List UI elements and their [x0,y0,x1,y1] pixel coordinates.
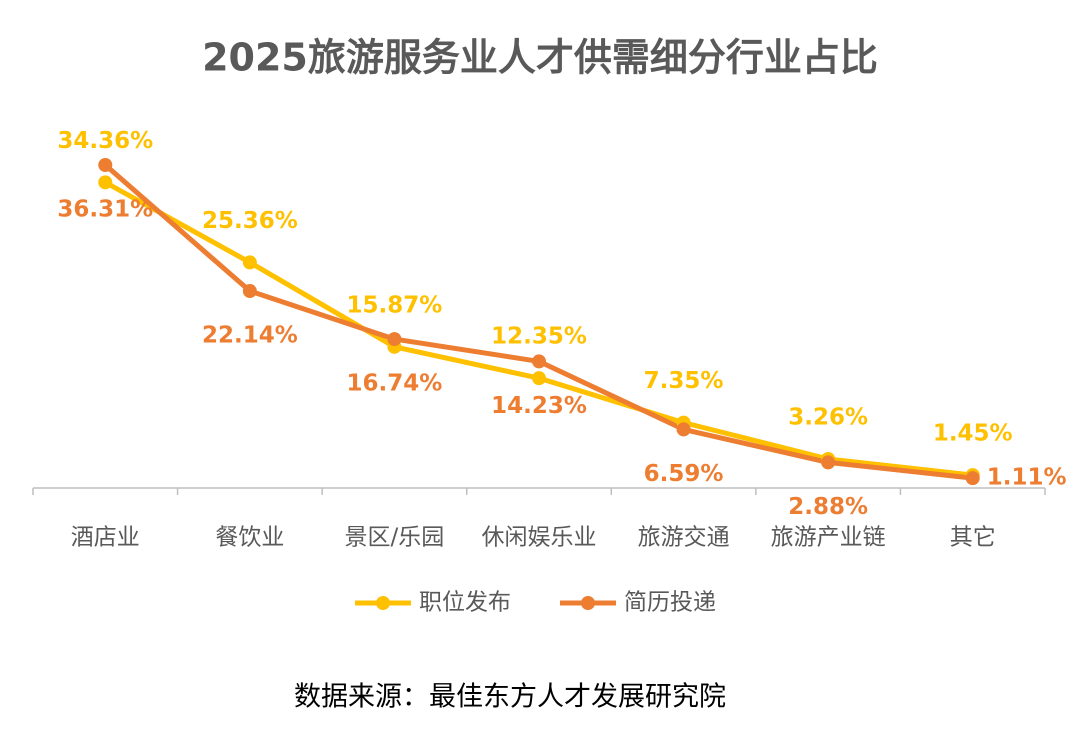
value-label: 25.36% [202,208,298,234]
value-label: 12.35% [491,324,587,350]
value-label: 6.59% [644,461,724,487]
value-label: 22.14% [202,323,298,349]
value-label: 2.88% [788,494,868,520]
x-tick-label: 旅游产业链 [771,525,886,551]
x-tick-label: 休闲娱乐业 [482,525,597,551]
source-note: 数据来源：最佳东方人才发展研究院 [294,682,726,713]
x-tick-label: 其它 [950,525,996,551]
point [532,371,546,386]
point [821,455,836,470]
x-tick-label: 旅游交通 [638,525,730,551]
x-tick-label: 景区/乐园 [345,525,445,551]
legend-marker [376,596,390,610]
x-tick-label: 餐饮业 [215,525,284,551]
point [387,332,402,347]
point [98,158,113,172]
value-label: 1.11% [987,465,1067,491]
value-label: 3.26% [788,405,868,431]
value-label: 7.35% [644,368,724,394]
value-label: 15.87% [347,292,443,318]
value-label: 1.45% [933,421,1013,447]
legend-label: 职位发布 [419,590,511,616]
point [532,354,546,369]
legend-marker [581,596,595,610]
legend-label: 简历投递 [624,590,716,616]
value-label: 34.36% [57,128,153,154]
point [242,284,257,299]
value-label: 14.23% [491,393,587,419]
point [965,471,980,486]
point [242,255,257,270]
value-label: 36.31% [57,197,153,223]
point [98,175,113,190]
point [676,422,691,437]
x-tick-label: 酒店业 [71,525,140,551]
value-label: 16.74% [347,371,443,397]
chart-title: 2025旅游服务业人才供需细分行业占比 [202,36,878,80]
